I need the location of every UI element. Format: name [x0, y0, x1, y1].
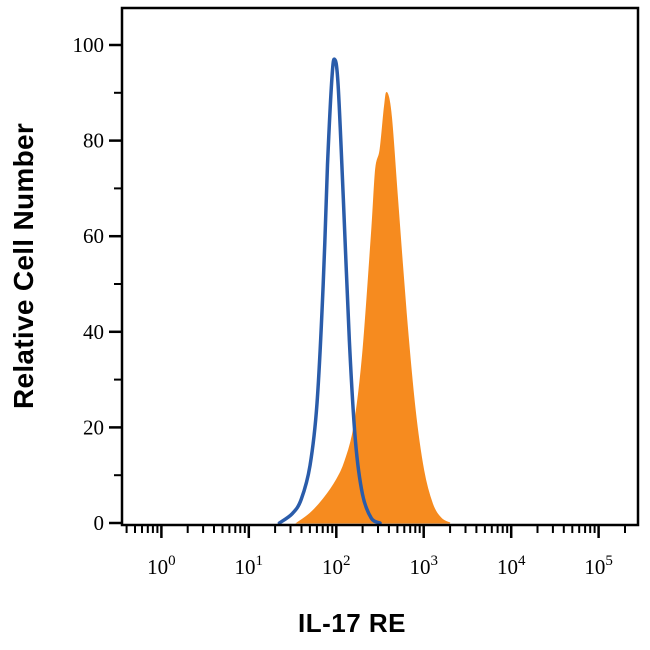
x-axis-tick-label: 100: [147, 553, 176, 579]
y-axis-tick-label: 40: [83, 320, 104, 344]
orange-filled-histogram: [295, 92, 451, 524]
y-axis-tick-label: 0: [94, 511, 105, 535]
blue-open-histogram: [277, 57, 382, 525]
x-axis-tick-label: 105: [584, 553, 613, 579]
plot-border: [120, 6, 640, 527]
x-axis-tick-label: 101: [235, 553, 263, 579]
y-axis-title: Relative Cell Number: [8, 122, 39, 410]
series-curves: [277, 57, 451, 525]
x-axis-tick-label: 104: [497, 553, 526, 579]
x-axis-tick-label: 103: [409, 553, 438, 579]
y-axis-tick-label: 100: [73, 33, 105, 57]
y-axis-tick-label: 80: [83, 129, 104, 153]
x-axis-title: IL-17 RE: [297, 608, 407, 638]
y-axis-tick-label: 20: [83, 415, 104, 439]
y-axis-ticks: 0 20 40 60 80 100: [73, 33, 121, 535]
x-axis-tick-label: 102: [322, 553, 351, 579]
x-axis-ticks: 100 101 102 103 104 105: [125, 526, 626, 579]
y-axis-tick-label: 60: [83, 224, 104, 248]
